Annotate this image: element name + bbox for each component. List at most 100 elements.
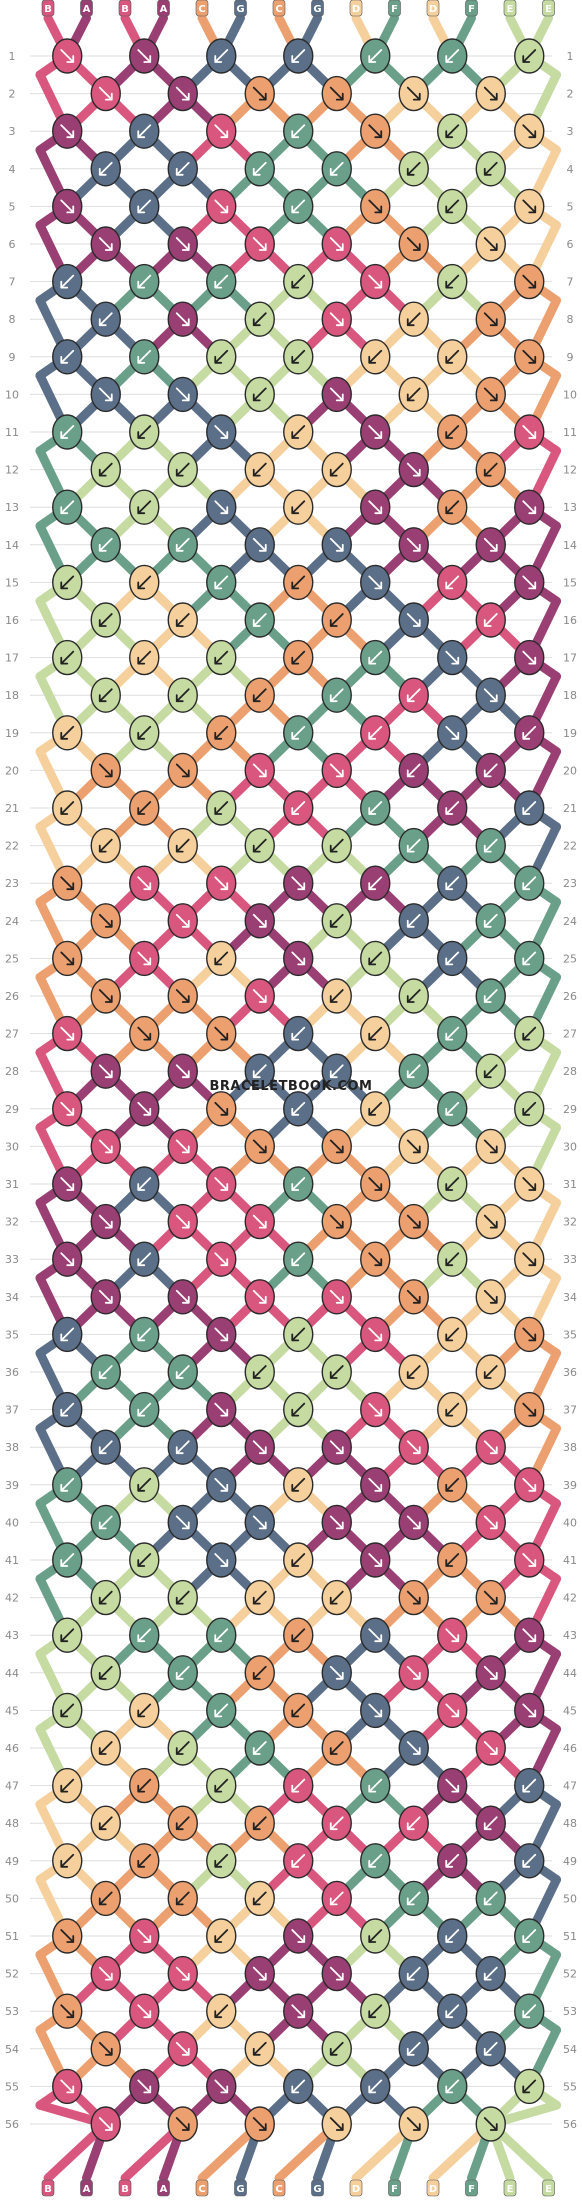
knot (244, 1429, 275, 1465)
arrow-down-right-icon (483, 2117, 498, 2131)
knot (90, 1203, 121, 1240)
knot (398, 1128, 429, 1165)
row-number-left: 3 (9, 125, 16, 138)
arrow-down-right-icon (329, 1289, 344, 1304)
arrow-down-left-icon (137, 349, 152, 364)
row-number-left: 19 (5, 727, 19, 740)
strand-letter: C (198, 4, 205, 15)
strand-letter: A (160, 4, 168, 15)
knot (321, 451, 352, 488)
knot (129, 1241, 160, 1277)
knot (321, 1730, 352, 1766)
arrow-down-right-icon (137, 1929, 152, 1943)
knot (437, 414, 468, 450)
arrow-down-left-icon (252, 2041, 267, 2056)
knot (52, 489, 83, 525)
arrow-down-left-icon (445, 575, 460, 590)
knot (475, 1279, 506, 1315)
knot (52, 940, 83, 977)
arrow-down-right-icon (445, 650, 460, 665)
arrow-down-left-icon (483, 1064, 498, 1079)
knot (437, 1091, 468, 1127)
knot (167, 226, 198, 262)
arrow-down-right-icon (522, 199, 537, 214)
arrow-down-right-icon (522, 425, 537, 439)
arrow-down-left-icon (329, 2041, 344, 2056)
knot (244, 151, 275, 187)
arrow-down-left-icon (214, 801, 229, 815)
row-number-left: 33 (5, 1253, 19, 1266)
arrow-down-right-icon (368, 1703, 383, 1718)
knot (360, 1918, 391, 1954)
arrow-down-left-icon (60, 1402, 75, 1417)
arrow-down-right-icon (483, 537, 498, 552)
knot (90, 1354, 121, 1390)
arrow-down-right-icon (252, 1214, 267, 1229)
arrow-down-right-icon (522, 575, 537, 590)
top-strand-label: A (80, 0, 93, 17)
arrow-down-right-icon (252, 1289, 267, 1304)
arrow-down-left-icon (522, 1929, 537, 1943)
arrow-down-right-icon (329, 2117, 344, 2131)
knot (321, 978, 352, 1014)
knot (244, 1203, 275, 1240)
knot (206, 865, 237, 901)
row-number-right: 50 (563, 1892, 577, 1905)
knot (321, 602, 352, 638)
strand-labels: B B A A B B A A C C G G C C G G D D F F D D F F E E E E (41, 0, 555, 2197)
strand-letter: B (44, 4, 52, 15)
arrow-down-left-icon (252, 1064, 267, 1079)
knot (90, 226, 121, 262)
knot (437, 639, 468, 676)
arrow-down-right-icon (406, 1665, 421, 1680)
row-number-left: 35 (5, 1328, 19, 1341)
arrow-down-right-icon (522, 650, 537, 665)
arrow-down-right-icon (98, 1289, 113, 1304)
arrow-down-left-icon (137, 274, 152, 289)
knot (360, 1617, 391, 1653)
arrow-down-left-icon (137, 425, 152, 439)
row-number-left: 11 (5, 426, 19, 439)
knot (244, 1730, 275, 1766)
knot (90, 301, 121, 337)
knot (321, 376, 352, 413)
row-number-left: 41 (5, 1554, 19, 1567)
arrow-down-right-icon (368, 575, 383, 590)
arrow-down-right-icon (291, 951, 306, 966)
arrow-down-right-icon (98, 86, 113, 101)
knot (206, 639, 237, 676)
knot (167, 527, 198, 563)
knot (514, 1015, 545, 1052)
knot (398, 2106, 429, 2142)
strand-letter: C (275, 4, 282, 15)
arrow-down-right-icon (406, 1515, 421, 1530)
arrow-down-right-icon (522, 1252, 537, 1267)
knot (167, 677, 198, 713)
arrow-down-left-icon (368, 1853, 383, 1868)
knot (360, 489, 391, 525)
row-number-right: 18 (563, 689, 577, 702)
row-number-right: 2 (567, 88, 574, 101)
arrow-down-right-icon (60, 124, 75, 139)
row-number-left: 10 (5, 388, 19, 401)
knot (321, 827, 352, 864)
row-number-right: 3 (567, 125, 574, 138)
bottom-strand-label: G (311, 2179, 324, 2197)
arrow-down-right-icon (214, 1402, 229, 1417)
knot (437, 188, 468, 225)
knot (52, 1617, 83, 1653)
arrow-down-left-icon (522, 951, 537, 966)
row-number-left: 5 (9, 200, 16, 213)
row-number-left: 16 (5, 614, 19, 627)
knot (90, 1805, 121, 1841)
knot (398, 1655, 429, 1691)
knot (321, 1128, 352, 1165)
knot (437, 489, 468, 525)
row-number-right: 9 (567, 351, 574, 364)
arrow-down-left-icon (60, 274, 75, 289)
arrow-down-left-icon (406, 161, 421, 176)
arrow-down-right-icon (98, 1214, 113, 1229)
knot (206, 1542, 237, 1578)
knot (398, 1203, 429, 1240)
knot (283, 790, 314, 826)
